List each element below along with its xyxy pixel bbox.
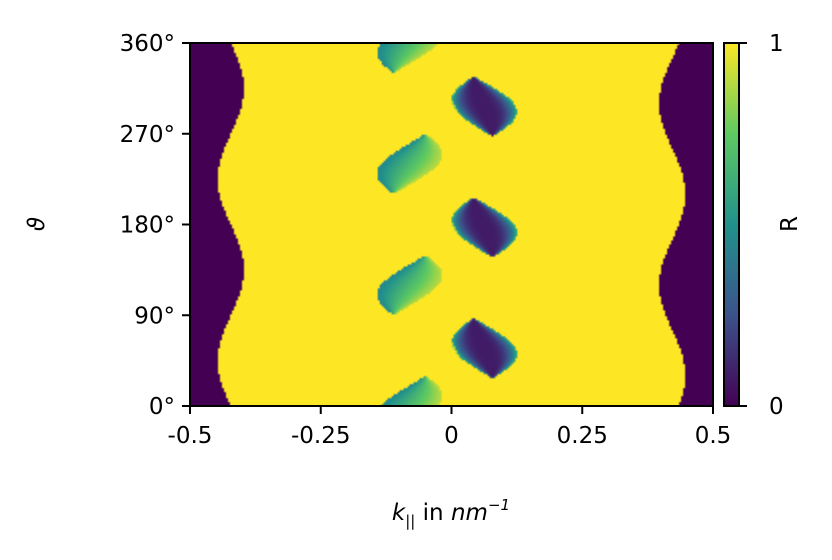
x-tick-label: -0.5 <box>168 423 213 449</box>
x-axis-label-subscript: || <box>405 512 415 530</box>
y-tick-label: 90° <box>134 303 175 329</box>
x-axis-label-middle: in <box>415 500 451 526</box>
y-tick-label: 0° <box>149 394 175 420</box>
x-tick-label: 0.5 <box>695 423 732 449</box>
x-tick-label: 0.25 <box>557 423 608 449</box>
y-axis-ticks: 0° 90° 180° 270° 360° <box>120 31 190 420</box>
heatmap-area <box>190 43 713 406</box>
y-axis-label: ϑ <box>24 217 50 231</box>
colorbar-frame <box>723 42 740 407</box>
x-axis-label: k|| in nm−1 <box>392 496 510 530</box>
colorbar-tick-label: 0 <box>769 394 784 420</box>
x-tick-label: 0 <box>444 423 459 449</box>
colorbar-gradient <box>724 43 739 406</box>
colorbar-tick-label: 1 <box>769 31 784 57</box>
x-axis-label-unit: nm <box>451 500 488 526</box>
y-tick-label: 180° <box>120 213 175 239</box>
y-tick-label: 360° <box>120 31 175 57</box>
heatmap-image <box>190 43 713 406</box>
colorbar-ticks: 01 <box>739 31 784 420</box>
x-axis-label-k: k <box>392 500 407 526</box>
colorbar-label: R <box>777 216 803 232</box>
x-axis-label-superscript: −1 <box>488 496 510 514</box>
x-tick-label: -0.25 <box>291 423 351 449</box>
x-axis-ticks: -0.5 -0.25 0 0.25 0.5 <box>168 406 732 449</box>
y-tick-label: 270° <box>120 122 175 148</box>
